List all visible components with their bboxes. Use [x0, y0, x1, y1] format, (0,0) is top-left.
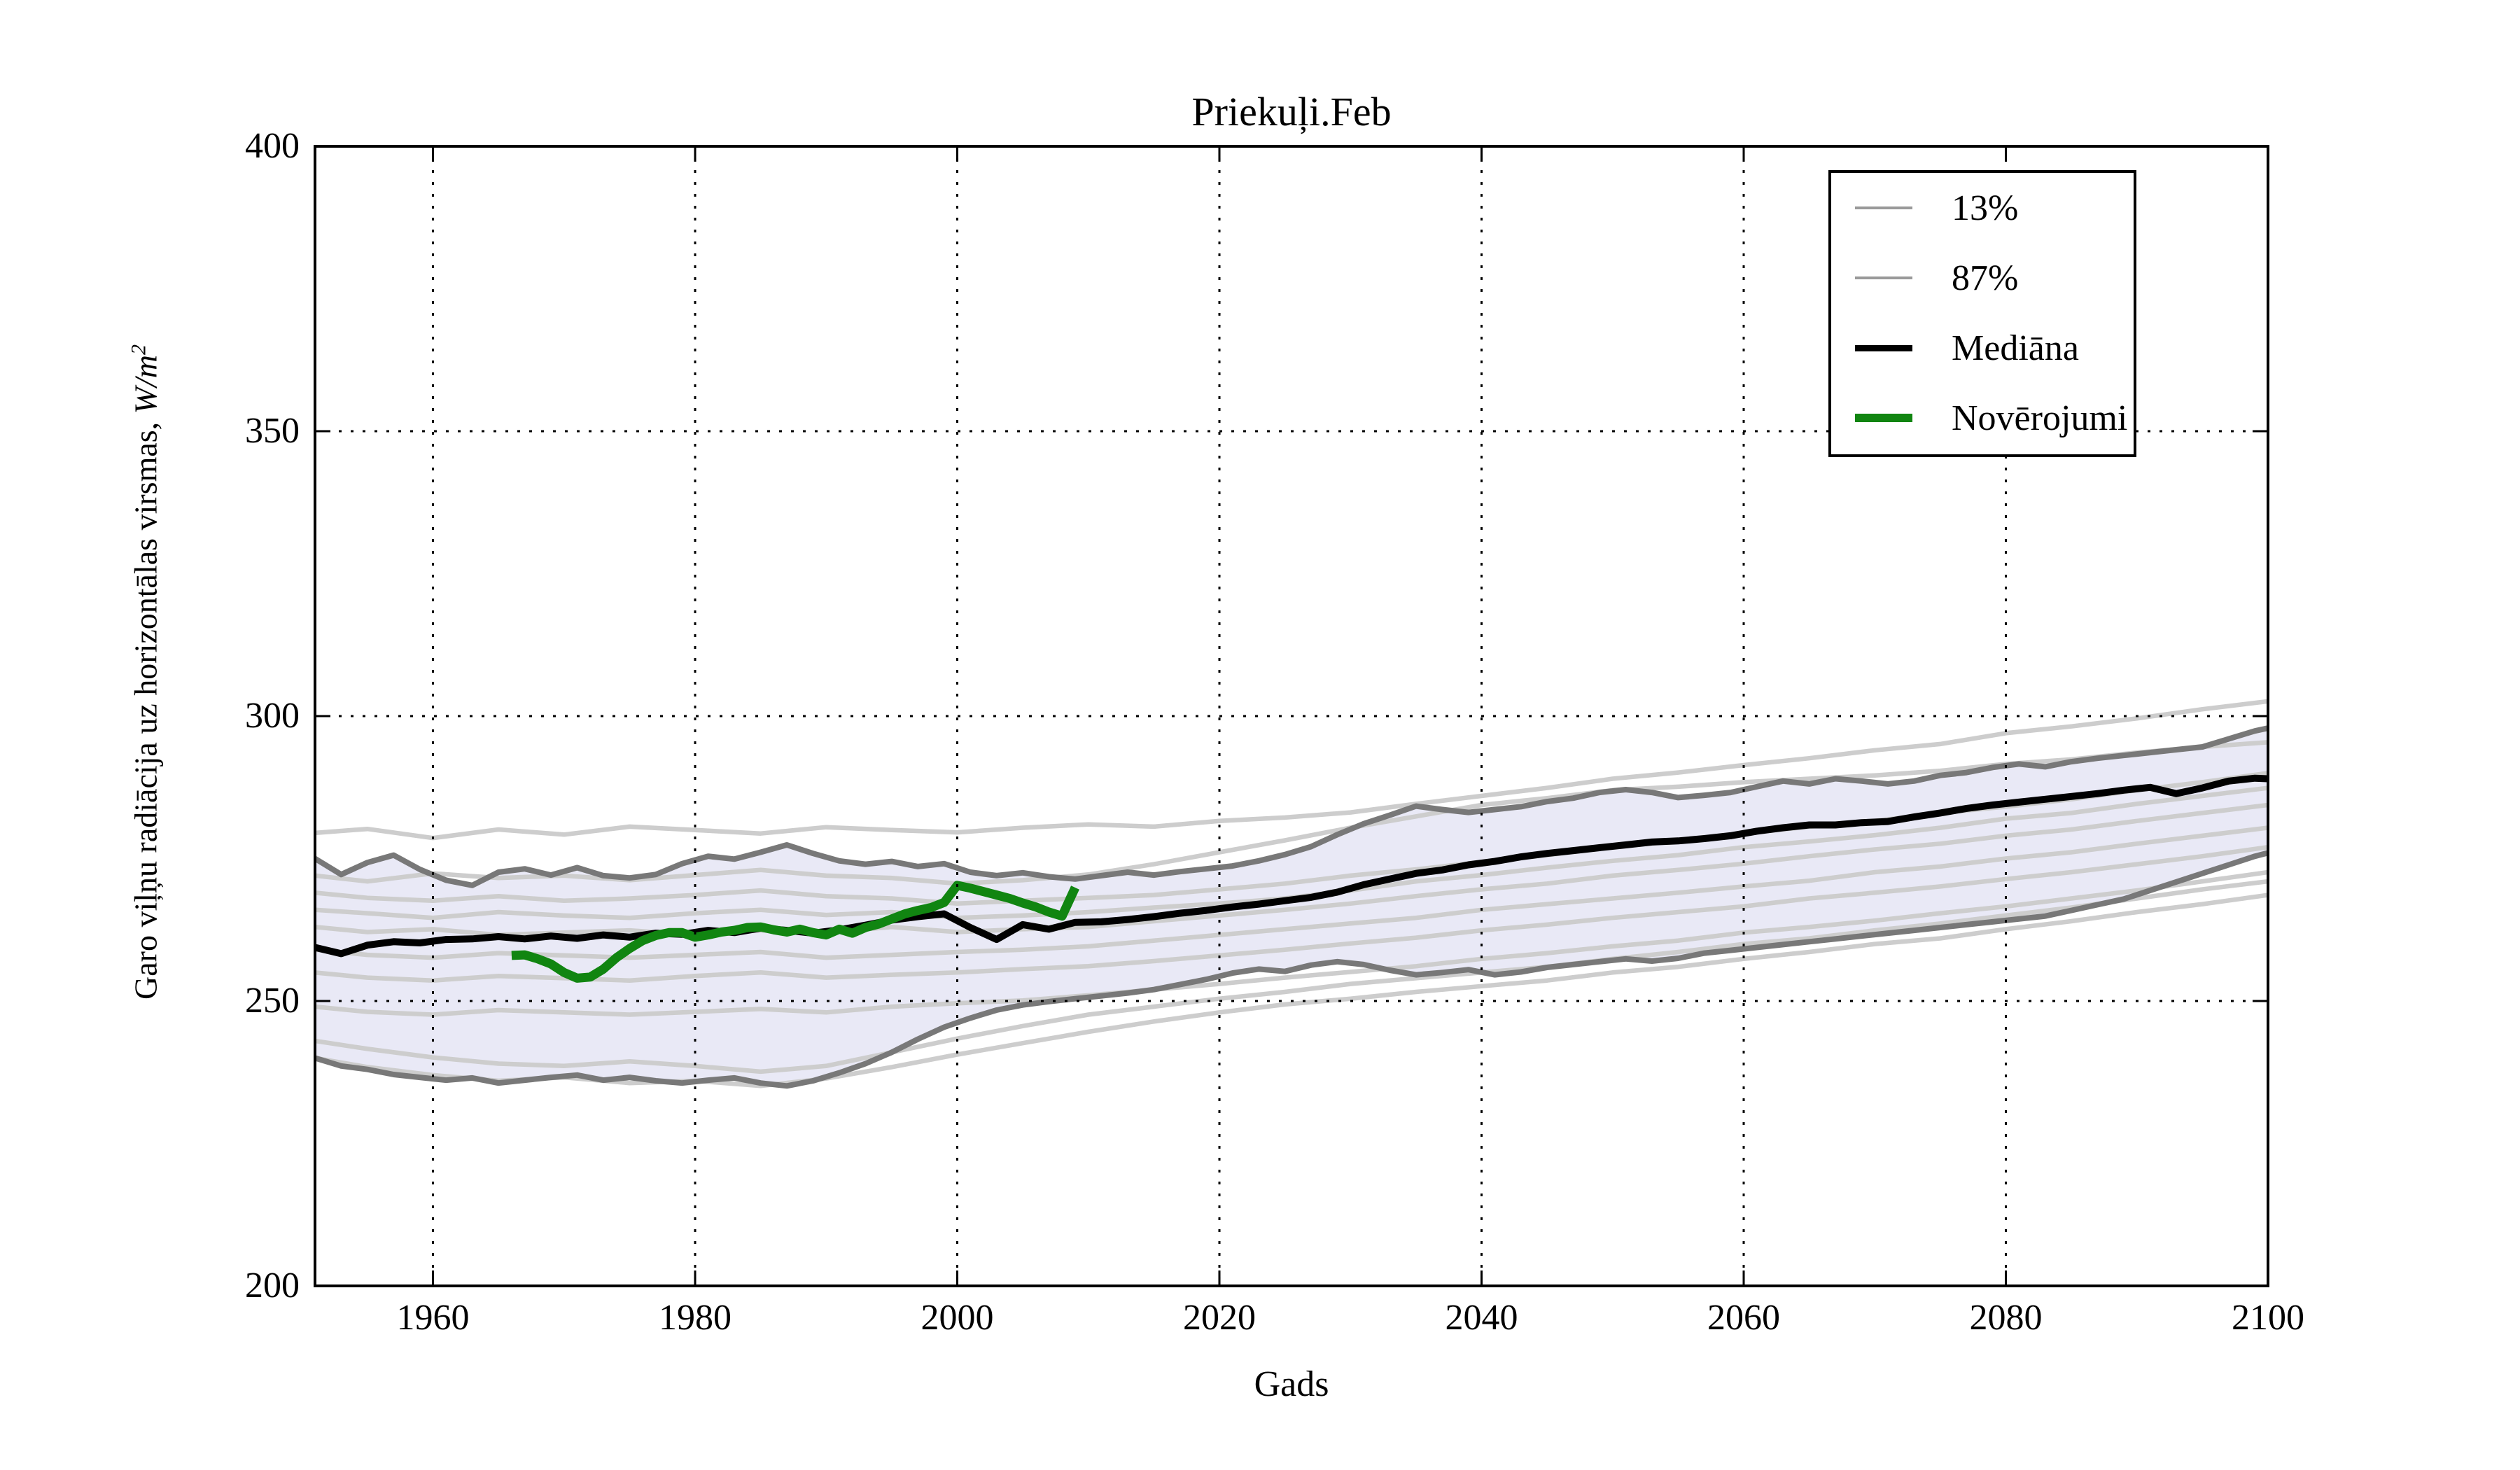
- x-tick-label: 2080: [1969, 1298, 2043, 1338]
- y-tick-label: 200: [245, 1266, 300, 1306]
- legend-label: 87%: [1952, 258, 2019, 298]
- legend-line-sample: [1855, 414, 1912, 422]
- y-axis-label-text: Garo viļņu radiācija uz horizontālas vir…: [127, 414, 164, 1000]
- x-axis-label: Gads: [1254, 1364, 1329, 1404]
- median-line: [315, 774, 2268, 958]
- ensemble-member-line: [315, 699, 2268, 841]
- legend-item-87-: 87%: [1831, 243, 2134, 313]
- legend-item-13-: 13%: [1831, 173, 2134, 243]
- ensemble-member-line: [315, 802, 2268, 937]
- chart-title: Priekuļi.Feb: [1191, 89, 1392, 134]
- x-tick-label: 2040: [1445, 1298, 1518, 1338]
- x-tick-label: 2020: [1183, 1298, 1256, 1338]
- ensemble-member-line: [315, 869, 2268, 1017]
- x-tick-label: 1980: [659, 1298, 732, 1338]
- ensemble-member-line: [315, 844, 2268, 983]
- legend-label: Mediāna: [1952, 328, 2079, 368]
- p87-line: [315, 725, 2268, 888]
- axis-ticks: [315, 145, 2269, 1287]
- y-axis-label-units: W/m: [127, 355, 164, 414]
- plot-area: [315, 699, 2268, 1089]
- x-tick-label: 2000: [920, 1298, 994, 1338]
- x-tick-label: 2100: [2232, 1298, 2304, 1338]
- x-tick-label: 2060: [1707, 1298, 1780, 1338]
- legend-item-nov-rojumi: Novērojumi: [1831, 383, 2134, 453]
- y-tick-label: 250: [245, 981, 300, 1021]
- observations-line: [511, 881, 1079, 983]
- ensemble-member-line: [315, 892, 2268, 1088]
- p13-line: [315, 850, 2268, 1089]
- legend-line-sample: [1855, 344, 1912, 351]
- y-tick-label: 400: [245, 126, 300, 166]
- legend-box: 13% 87% Mediāna Novērojumi: [1828, 170, 2136, 457]
- y-axis-label: Garo viļņu radiācija uz horizontālas vir…: [127, 344, 164, 1000]
- y-tick-label: 300: [245, 696, 300, 736]
- legend-label: Novērojumi: [1952, 398, 2128, 438]
- grid-lines: [315, 146, 2268, 1286]
- legend-line-sample: [1855, 206, 1912, 209]
- ensemble-member-line: [315, 825, 2268, 960]
- legend-label: 13%: [1952, 188, 2019, 228]
- y-tick-label: 350: [245, 411, 300, 451]
- x-tick-label: 1960: [396, 1298, 470, 1338]
- y-axis-label-exponent: 2: [127, 344, 150, 355]
- legend-item-medi-na: Mediāna: [1831, 313, 2134, 383]
- ensemble-member-line: [315, 878, 2268, 1074]
- legend-line-sample: [1855, 276, 1912, 279]
